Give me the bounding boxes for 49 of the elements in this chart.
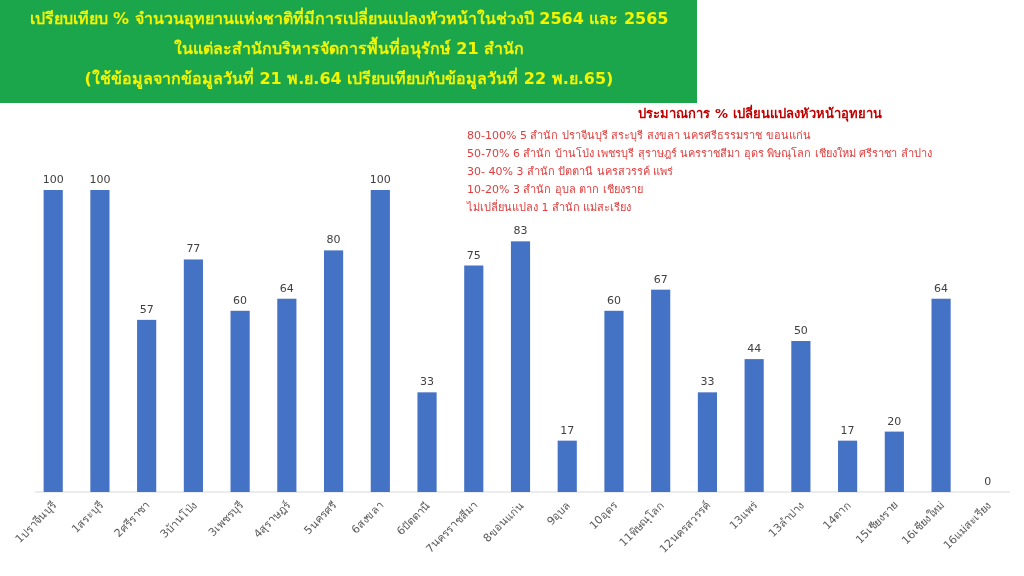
data-label: 50 [793, 324, 808, 337]
data-label: 33 [700, 375, 715, 389]
data-label: 44 [747, 342, 762, 356]
text: 80-100% 5 สำนัก ปราจีนบุรี สระบุรี สงขลา นครศรีธรรมราช ขอนแก่น [467, 129, 811, 142]
bar [90, 190, 110, 492]
data-label: 60 [233, 293, 248, 307]
chart-subtitle: (ใช้ข้อมูลจากข้อมูลวันที่ 21 พ.ย.64 เปรียบเทียบกับข้อมูลวันที่ 22 พ.ย.65) [84, 67, 614, 90]
data-label: 60 [606, 293, 621, 307]
text: 30- 40% 3 สำนัก ปัตตานี นครสวรรค์ แพร่ [467, 165, 674, 178]
bar [791, 341, 811, 492]
bar [884, 431, 904, 492]
data-label: 0 [984, 475, 992, 488]
bar [464, 265, 484, 492]
data-label: 100 [89, 173, 111, 186]
data-label: 57 [139, 302, 154, 316]
data-label: 100 [42, 173, 64, 186]
data-label: 64 [934, 281, 949, 295]
bar [417, 392, 437, 492]
bar [931, 298, 951, 492]
data-label: 77 [186, 242, 201, 256]
chart-title: เปรียบเทียบ % จำนวนอุทยานแห่งชาติที่มีการเปลี่ยนแปลงหัวหน้าในช่วงปี 2564 และ 2565 ในแต่ละสำนักบริหารจัดการพื้นที่อนุรักษ์ 21 สำนัก [29, 7, 669, 59]
data-label: 17 [560, 423, 575, 437]
bar [324, 250, 344, 492]
bar [604, 310, 624, 492]
data-label: 100 [369, 173, 391, 186]
bar [744, 359, 764, 492]
data-label: 75 [466, 248, 481, 262]
data-label: 33 [420, 375, 435, 389]
annotation: ไม่เปลี่ยนแปลง 1 สำนัก แม่สะเรียง [466, 199, 632, 214]
bar [230, 310, 250, 492]
data-label: 64 [279, 281, 294, 295]
data-label: 20 [887, 414, 902, 428]
data-label: 17 [840, 423, 855, 437]
data-label: 67 [653, 272, 668, 286]
text: 50-70% 6 สำนัก บ้านโป่ง เพชรบุรี สุราษฎร์ นครราชสีมา อุดร พิษณุโลก เชียงใหม่ ศรีราชา ลำปาง [467, 146, 932, 160]
bar [510, 241, 531, 492]
bar [43, 190, 63, 492]
annotation: 10-20% 3 สำนัก อุบล ตาก เชียงราย [467, 183, 643, 196]
bar [838, 440, 858, 492]
bar [277, 298, 297, 492]
data-label: 80 [326, 233, 341, 247]
text: ประมาณการ % เปลี่ยนแปลงหัวหน้าอุทยาน [638, 104, 882, 122]
bar [697, 392, 717, 492]
bar [557, 440, 577, 492]
bar [370, 190, 390, 492]
bar [651, 289, 671, 492]
bar [137, 319, 157, 492]
data-label: 83 [513, 224, 528, 238]
bar [183, 259, 203, 492]
